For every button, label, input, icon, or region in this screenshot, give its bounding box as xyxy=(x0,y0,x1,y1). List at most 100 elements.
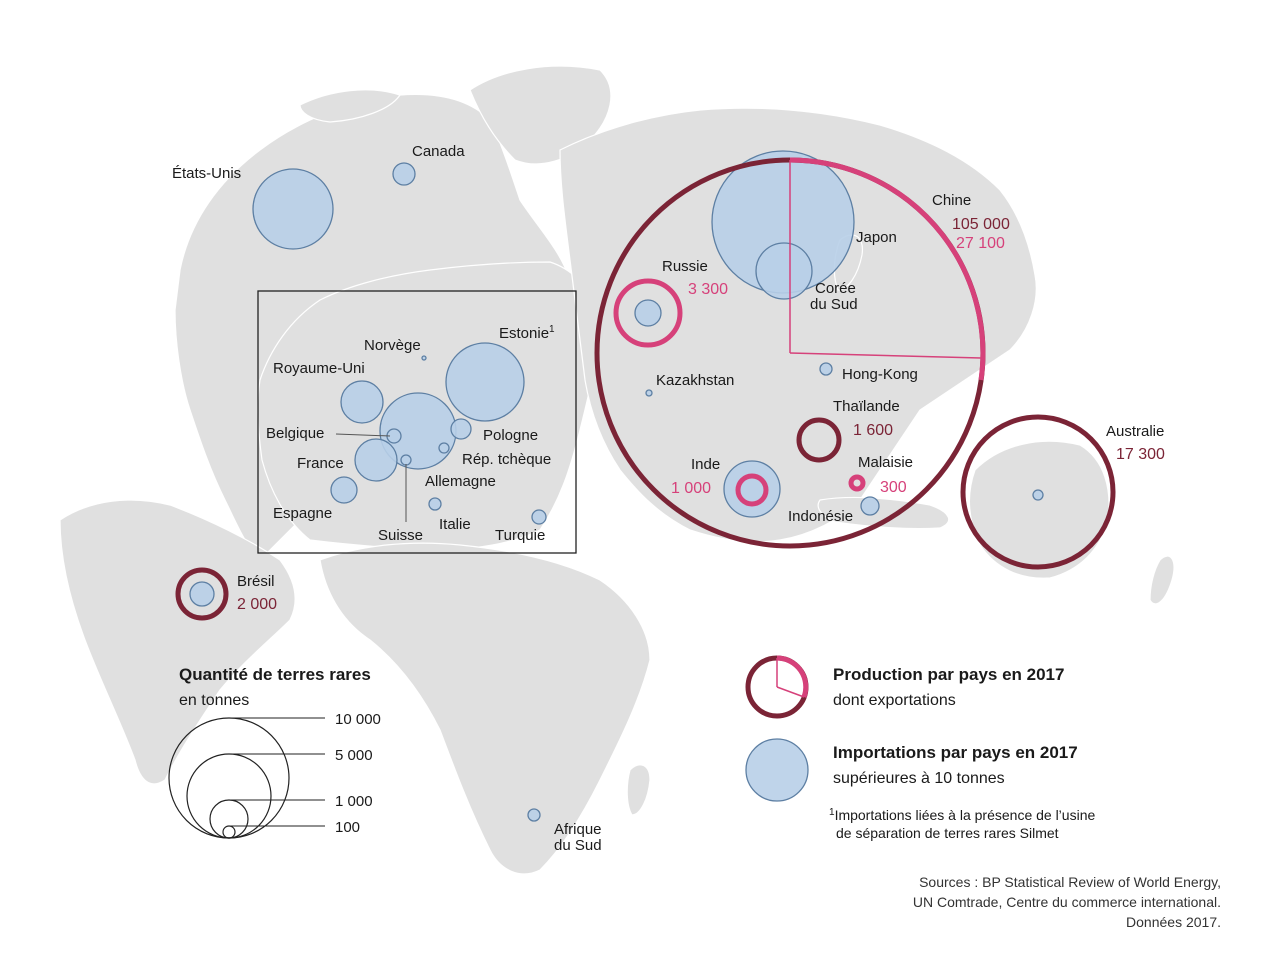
land-indonesia xyxy=(817,496,950,530)
import-circle-bresil xyxy=(189,581,215,607)
import-circle-royaume-uni xyxy=(340,380,384,424)
label-etats-unis: États-Unis xyxy=(172,165,241,182)
legend-production-title: Production par pays en 2017 xyxy=(833,665,1064,684)
import-circle-russie xyxy=(634,299,662,327)
land-asia xyxy=(559,107,1037,543)
label-hong-kong: Hong-Kong xyxy=(842,366,918,383)
label-suisse: Suisse xyxy=(378,527,423,544)
label-thailande: Thaïlande xyxy=(833,398,900,415)
production-circle-thailande xyxy=(796,417,842,463)
import-circle-italie xyxy=(428,497,442,511)
import-circle-pologne xyxy=(450,418,472,440)
scale-legend-unit: en tonnes xyxy=(179,692,249,709)
legend-production-sub: dont exportations xyxy=(833,692,956,709)
label-turquie: Turquie xyxy=(495,527,545,544)
scale-value-10000: 10 000 xyxy=(335,711,381,728)
label-belgique: Belgique xyxy=(266,425,324,442)
label-kazakhstan: Kazakhstan xyxy=(656,372,734,389)
value-chine-exports: 27 100 xyxy=(956,235,1005,252)
land-arctic-islands xyxy=(299,89,401,123)
scale-legend-title: Quantité de terres rares xyxy=(179,665,371,684)
label-coree-line2: du Sud xyxy=(810,296,858,313)
sources-line3: Données 2017. xyxy=(1126,914,1221,930)
symbol-legend: Production par pays en 2017 dont exporta… xyxy=(745,655,1095,841)
import-circle-afrique-du-sud xyxy=(527,808,541,822)
label-royaume-uni: Royaume-Uni xyxy=(273,360,365,377)
scale-circle-1000 xyxy=(209,799,249,839)
import-circle-france xyxy=(354,438,398,482)
scale-value-1000: 1 000 xyxy=(335,793,373,810)
value-australie-production: 17 300 xyxy=(1116,446,1165,463)
footnote-line2: de séparation de terres rares Silmet xyxy=(836,825,1059,841)
import-circle-australie xyxy=(1032,489,1044,501)
label-italie: Italie xyxy=(439,516,471,533)
sources-line1: Sources : BP Statistical Review of World… xyxy=(919,874,1221,890)
label-malaisie: Malaisie xyxy=(858,454,913,471)
production-circle-australie xyxy=(960,414,1116,570)
scale-value-100: 100 xyxy=(335,819,360,836)
label-france: France xyxy=(297,455,344,472)
value-malaisie-production: 300 xyxy=(880,479,907,496)
import-circle-hong-kong xyxy=(819,362,833,376)
import-circle-kazakhstan xyxy=(645,389,653,397)
land-south-america xyxy=(59,499,296,785)
production-circle-inde xyxy=(735,473,769,507)
label-inde: Inde xyxy=(691,456,720,473)
sources: Sources : BP Statistical Review of World… xyxy=(913,874,1221,930)
label-japon: Japon xyxy=(856,229,897,246)
land-australia xyxy=(968,440,1110,579)
label-allemagne: Allemagne xyxy=(425,473,496,490)
country-labels: États-Unis Canada Brésil 2 000 Norvège E… xyxy=(172,143,1165,854)
label-chine: Chine xyxy=(932,192,971,209)
production-circle-bresil xyxy=(175,567,229,621)
label-rep-tcheque: Rép. tchèque xyxy=(462,451,551,468)
value-inde-production: 1 000 xyxy=(671,480,711,497)
inset-leader-lines xyxy=(335,433,407,522)
export-sector-line-diagonal xyxy=(789,352,982,359)
sources-line2: UN Comtrade, Centre du commerce internat… xyxy=(913,894,1221,910)
value-russie-production: 3 300 xyxy=(688,281,728,298)
label-indonesie: Indonésie xyxy=(788,508,853,525)
production-circle-russie xyxy=(613,278,683,348)
import-circle-turquie xyxy=(531,509,547,525)
scale-circle-100 xyxy=(222,825,236,839)
label-afrique-line2: du Sud xyxy=(554,837,602,854)
import-circle-norvege xyxy=(421,355,427,361)
import-circle-inde xyxy=(723,460,781,518)
scale-value-5000: 5 000 xyxy=(335,747,373,764)
value-chine-production: 105 000 xyxy=(952,216,1010,233)
europe-inset-box xyxy=(257,290,577,554)
label-estonie: Estonie1 xyxy=(499,324,555,342)
production-circle-malaisie xyxy=(848,474,866,492)
base-map xyxy=(59,65,1175,875)
import-circle-indonesie xyxy=(860,496,880,516)
import-circle-canada xyxy=(392,162,416,186)
label-espagne: Espagne xyxy=(273,505,332,522)
label-bresil: Brésil xyxy=(237,573,275,590)
label-pologne: Pologne xyxy=(483,427,538,444)
label-norvege: Norvège xyxy=(364,337,421,354)
value-thailande-production: 1 600 xyxy=(853,422,893,439)
import-circle-suisse xyxy=(400,454,412,466)
land-new-zealand xyxy=(1149,555,1175,605)
value-bresil-production: 2 000 xyxy=(237,596,277,613)
label-afrique-line1: Afrique xyxy=(554,821,602,838)
import-circle-estonie xyxy=(445,342,525,422)
footnote-line1: 1Importations liées à la présence de l’u… xyxy=(829,807,1095,823)
label-australie: Australie xyxy=(1106,423,1164,440)
import-circles xyxy=(189,150,1044,822)
label-coree-line1: Corée xyxy=(815,280,856,297)
legend-imports-title: Importations par pays en 2017 xyxy=(833,743,1078,762)
label-russie: Russie xyxy=(662,258,708,275)
legend-imports-symbol xyxy=(745,738,809,802)
scale-legend: Quantité de terres rares en tonnes 10 00… xyxy=(168,665,381,839)
import-circle-coree xyxy=(755,242,813,300)
import-circle-espagne xyxy=(330,476,358,504)
production-circles xyxy=(175,157,1116,621)
land-madagascar xyxy=(626,764,651,816)
legend-imports-sub: supérieures à 10 tonnes xyxy=(833,770,1005,787)
import-circle-rep-tcheque xyxy=(438,442,450,454)
legend-exports-arc xyxy=(776,655,809,698)
label-canada: Canada xyxy=(412,143,465,160)
